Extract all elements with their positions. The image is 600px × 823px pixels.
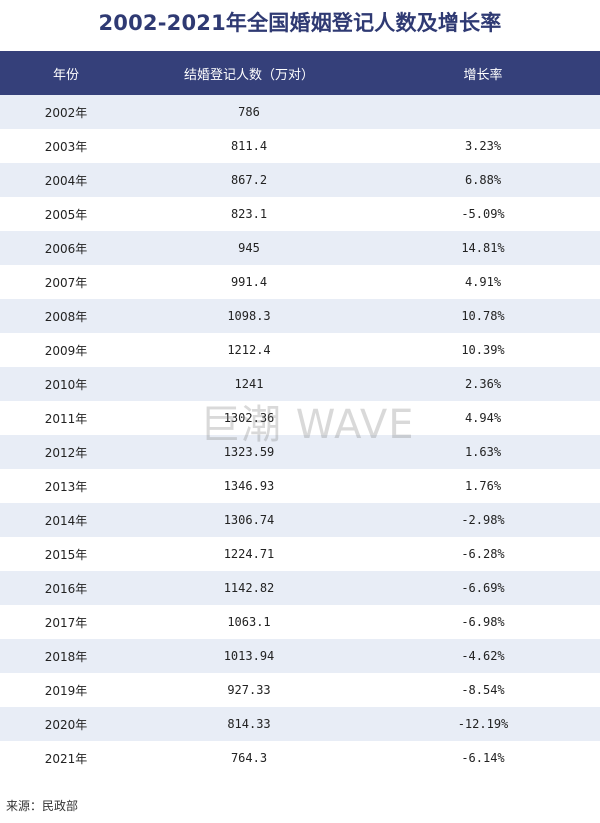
year-cell: 2005年 [0,197,132,231]
growth-cell [366,95,600,129]
growth-cell: -4.62% [366,639,600,673]
table-row: 2003年 811.4 3.23% [0,129,600,163]
growth-cell: 4.94% [366,401,600,435]
table-row: 2017年 1063.1 -6.98% [0,605,600,639]
table-row: 2016年 1142.82 -6.69% [0,571,600,605]
table-row: 2009年 1212.4 10.39% [0,333,600,367]
table-row: 2015年 1224.71 -6.28% [0,537,600,571]
year-cell: 2015年 [0,537,132,571]
table-row: 2019年 927.33 -8.54% [0,673,600,707]
table-row: 2007年 991.4 4.91% [0,265,600,299]
table-row: 2014年 1306.74 -2.98% [0,503,600,537]
growth-cell: -6.28% [366,537,600,571]
count-cell: 1063.1 [132,605,366,639]
table-row: 2004年 867.2 6.88% [0,163,600,197]
year-cell: 2006年 [0,231,132,265]
table-row: 2005年 823.1 -5.09% [0,197,600,231]
year-cell: 2002年 [0,95,132,129]
count-cell: 1098.3 [132,299,366,333]
source-note: 来源：民政部 [6,799,79,813]
table-row: 2013年 1346.93 1.76% [0,469,600,503]
header-growth: 增长率 [366,51,600,95]
growth-cell: 1.63% [366,435,600,469]
growth-cell: 10.39% [366,333,600,367]
year-cell: 2009年 [0,333,132,367]
count-cell: 811.4 [132,129,366,163]
year-cell: 2003年 [0,129,132,163]
year-cell: 2016年 [0,571,132,605]
year-cell: 2018年 [0,639,132,673]
table-row: 2002年 786 [0,95,600,129]
count-cell: 823.1 [132,197,366,231]
growth-cell: 6.88% [366,163,600,197]
growth-cell: -5.09% [366,197,600,231]
year-cell: 2021年 [0,741,132,775]
count-cell: 867.2 [132,163,366,197]
year-cell: 2014年 [0,503,132,537]
growth-cell: 3.23% [366,129,600,163]
count-cell: 764.3 [132,741,366,775]
growth-cell: 1.76% [366,469,600,503]
count-cell: 927.33 [132,673,366,707]
table-row: 2011年 1302.36 4.94% [0,401,600,435]
year-cell: 2019年 [0,673,132,707]
table-header-row: 年份 结婚登记人数（万对） 增长率 [0,51,600,95]
count-cell: 991.4 [132,265,366,299]
count-cell: 786 [132,95,366,129]
table-header: 年份 结婚登记人数（万对） 增长率 [0,51,600,95]
year-cell: 2017年 [0,605,132,639]
year-cell: 2007年 [0,265,132,299]
count-cell: 1323.59 [132,435,366,469]
growth-cell: 14.81% [366,231,600,265]
table-row: 2012年 1323.59 1.63% [0,435,600,469]
year-cell: 2020年 [0,707,132,741]
table-row: 2020年 814.33 -12.19% [0,707,600,741]
growth-cell: 10.78% [366,299,600,333]
year-cell: 2012年 [0,435,132,469]
header-count: 结婚登记人数（万对） [132,51,366,95]
table-row: 2006年 945 14.81% [0,231,600,265]
count-cell: 1302.36 [132,401,366,435]
year-cell: 2013年 [0,469,132,503]
page-title: 2002-2021年全国婚姻登记人数及增长率 [98,11,502,35]
marriage-registration-table: 年份 结婚登记人数（万对） 增长率 2002年 786 2003年 811.4 3.23… [0,51,600,775]
growth-cell: -2.98% [366,503,600,537]
year-cell: 2008年 [0,299,132,333]
growth-cell: -6.98% [366,605,600,639]
growth-cell: -8.54% [366,673,600,707]
count-cell: 1142.82 [132,571,366,605]
table-row: 2018年 1013.94 -4.62% [0,639,600,673]
count-cell: 1013.94 [132,639,366,673]
growth-cell: -12.19% [366,707,600,741]
table-row: 2008年 1098.3 10.78% [0,299,600,333]
growth-cell: -6.69% [366,571,600,605]
growth-cell: 4.91% [366,265,600,299]
count-cell: 1212.4 [132,333,366,367]
table-body: 2002年 786 2003年 811.4 3.23% 2004年 867.2 6.88% 20… [0,95,600,775]
year-cell: 2004年 [0,163,132,197]
count-cell: 1346.93 [132,469,366,503]
count-cell: 1224.71 [132,537,366,571]
table-row: 2010年 1241 2.36% [0,367,600,401]
table-row: 2021年 764.3 -6.14% [0,741,600,775]
year-cell: 2011年 [0,401,132,435]
growth-cell: -6.14% [366,741,600,775]
count-cell: 1306.74 [132,503,366,537]
count-cell: 945 [132,231,366,265]
count-cell: 814.33 [132,707,366,741]
year-cell: 2010年 [0,367,132,401]
header-year: 年份 [0,51,132,95]
count-cell: 1241 [132,367,366,401]
growth-cell: 2.36% [366,367,600,401]
